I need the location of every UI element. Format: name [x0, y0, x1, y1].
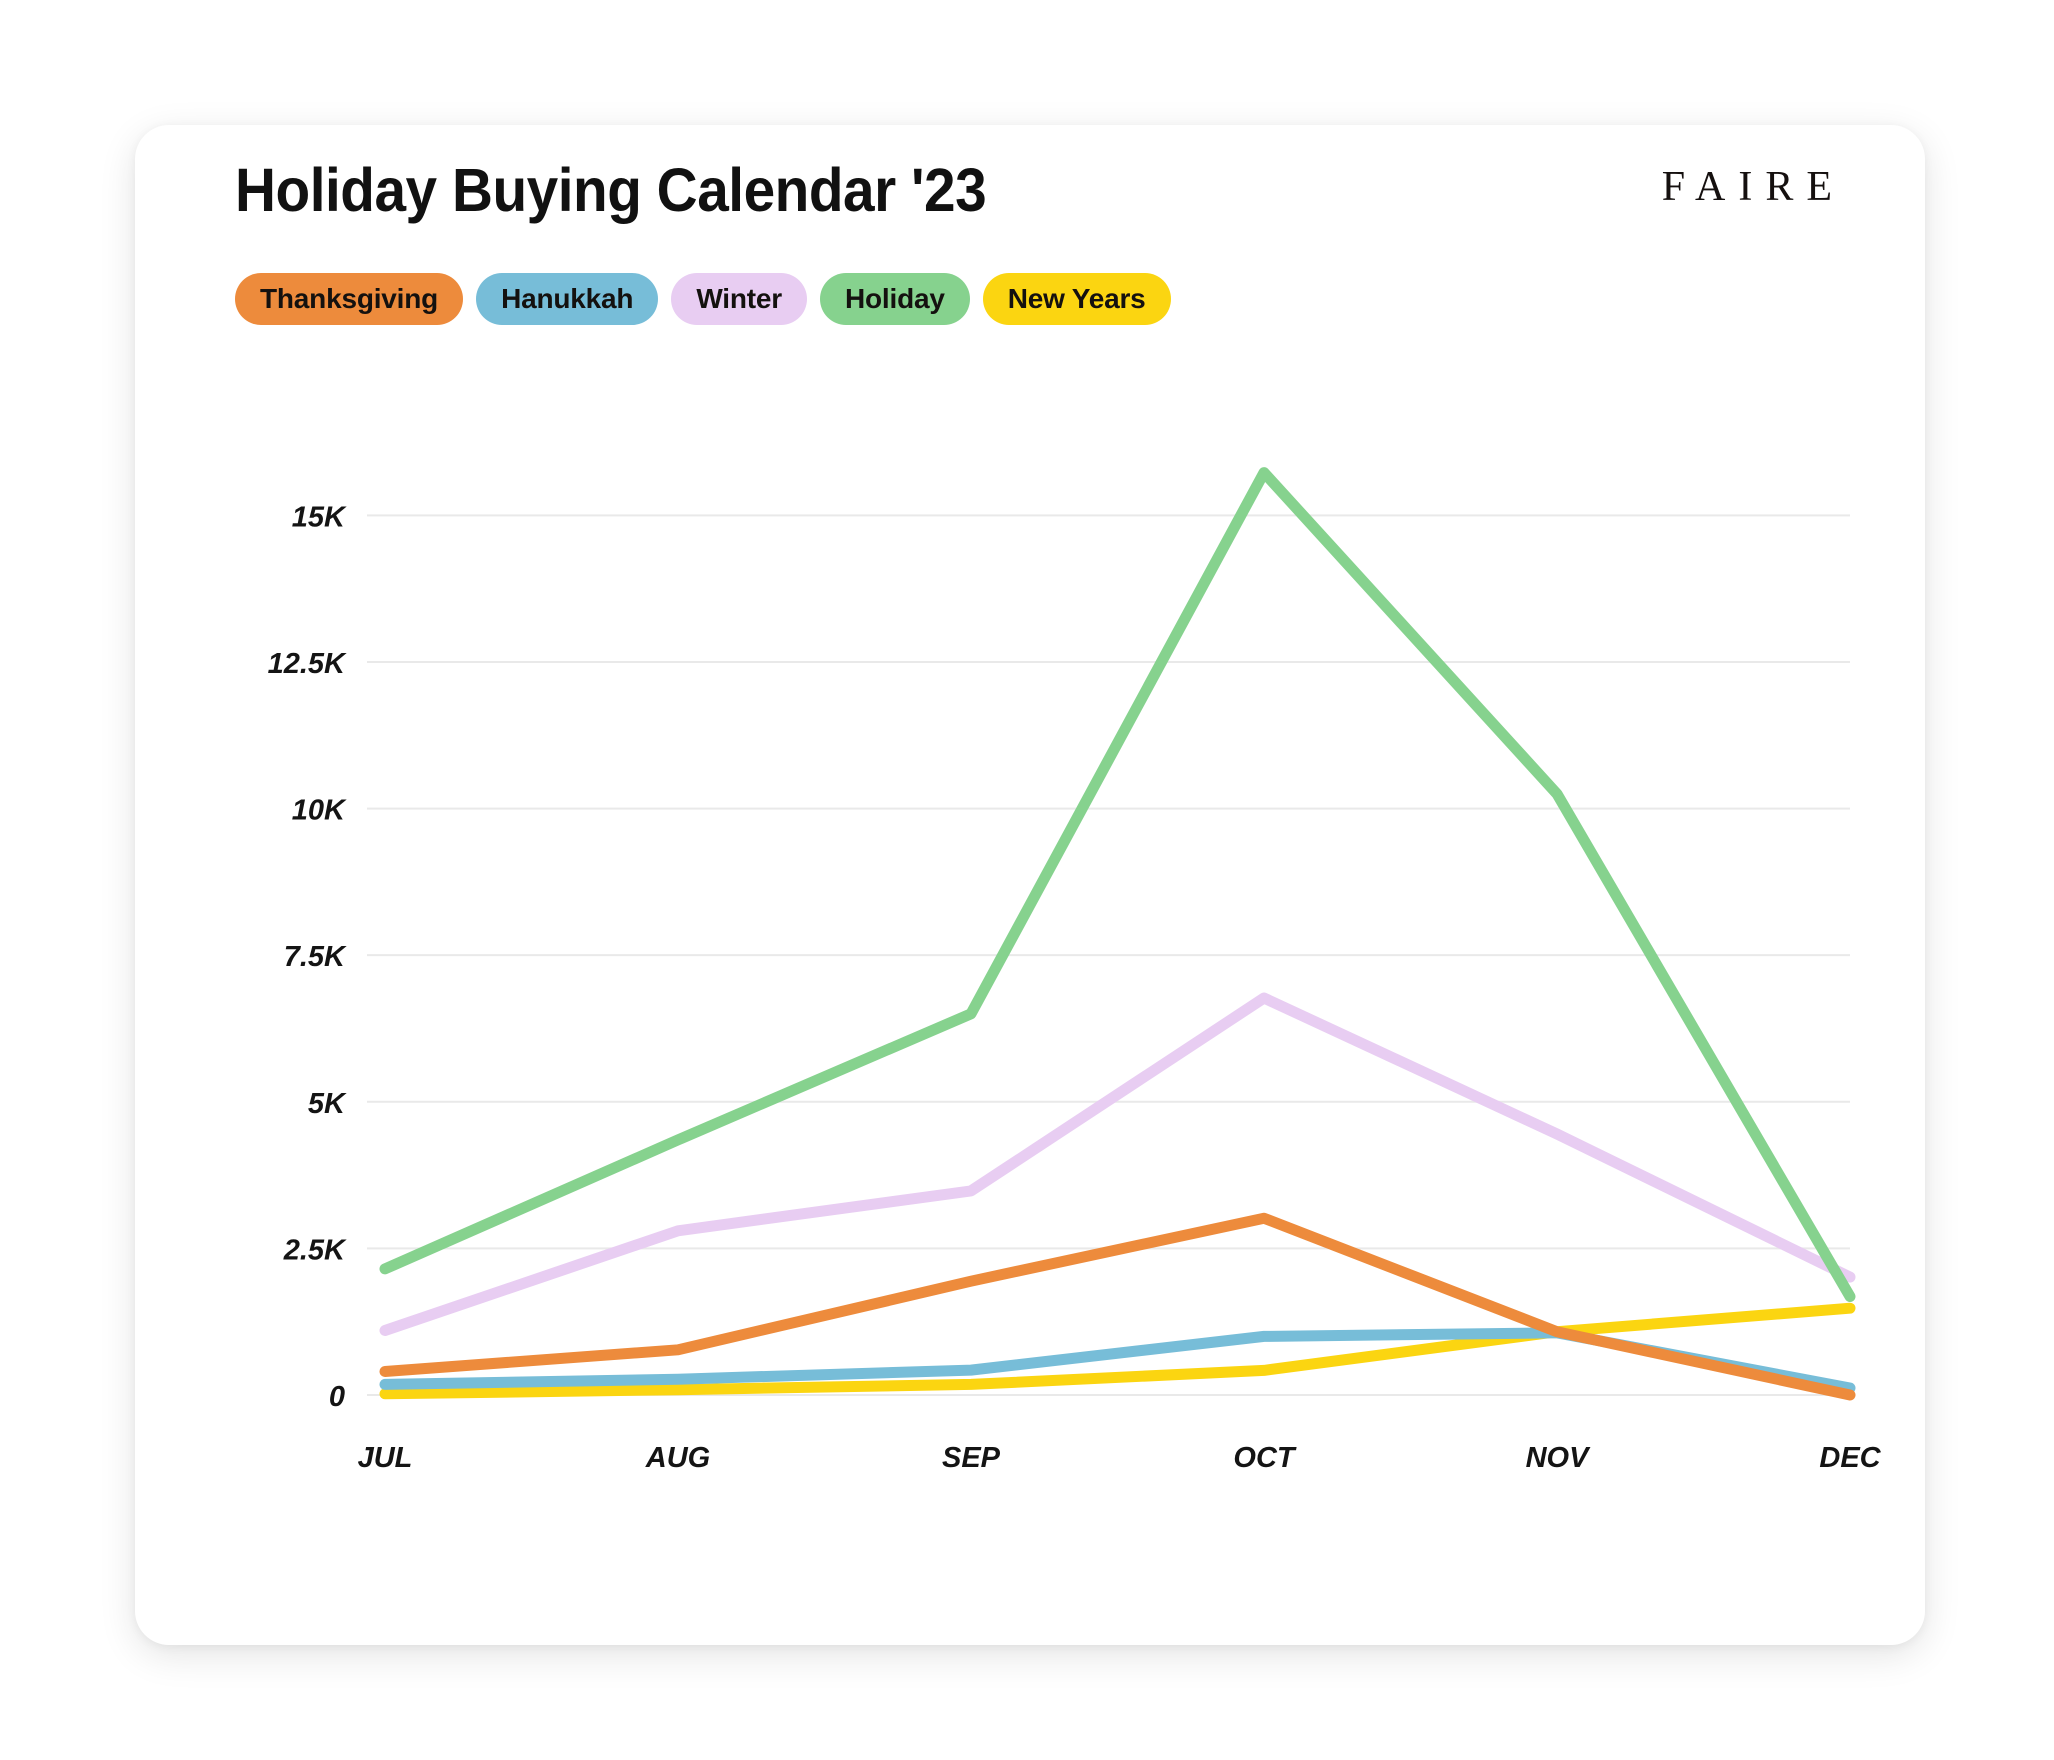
- legend-item-holiday[interactable]: Holiday: [819, 273, 970, 325]
- y-axis-tick-label: 10K: [292, 795, 347, 827]
- x-axis-tick-label: JUL: [358, 1442, 413, 1474]
- line-chart-svg: 0 2.5K 5K 7.5K 10K 12.5K 15K JUL AUG SEP OCT NOV DEC: [268, 467, 1882, 1474]
- y-axis-tick-label: 2.5K: [283, 1234, 347, 1266]
- series-line-thanksgiving: [379, 1212, 1856, 1401]
- y-axis-tick-label: 12.5K: [268, 648, 347, 680]
- y-axis-tick-label: 5K: [308, 1088, 347, 1120]
- legend-item-thanksgiving[interactable]: Thanksgiving: [235, 273, 464, 325]
- chart-legend: Thanksgiving Hanukkah Winter Holiday New Yea…: [235, 273, 1171, 325]
- y-axis-tick-label: 15K: [292, 501, 347, 533]
- card-header: Holiday Buying Calendar '23 FAIRE: [135, 125, 1925, 265]
- y-axis-tick-label: 7.5K: [284, 941, 347, 973]
- x-axis-tick-label: DEC: [1819, 1442, 1881, 1474]
- chart-card: Holiday Buying Calendar '23 FAIRE Thanks…: [135, 125, 1925, 1645]
- legend-item-new-years[interactable]: New Years: [982, 273, 1171, 325]
- y-axis-tick-label: 0: [329, 1381, 345, 1413]
- x-axis-tick-label: OCT: [1233, 1442, 1297, 1474]
- x-axis-tick-label: NOV: [1526, 1442, 1592, 1474]
- x-axis-tick-label: AUG: [645, 1442, 710, 1474]
- series-line-holiday: [379, 467, 1856, 1302]
- series-line-new-years: [379, 1302, 1856, 1400]
- series-line-winter: [379, 992, 1856, 1336]
- legend-item-winter[interactable]: Winter: [671, 273, 807, 325]
- plot-area: 0 2.5K 5K 7.5K 10K 12.5K 15K JUL AUG SEP OCT NOV DEC: [135, 350, 1925, 1580]
- faire-logo: FAIRE: [1661, 164, 1845, 210]
- legend-item-hanukkah[interactable]: Hanukkah: [476, 273, 659, 325]
- x-axis-tick-label: SEP: [942, 1442, 1001, 1474]
- page-title: Holiday Buying Calendar '23: [235, 156, 987, 224]
